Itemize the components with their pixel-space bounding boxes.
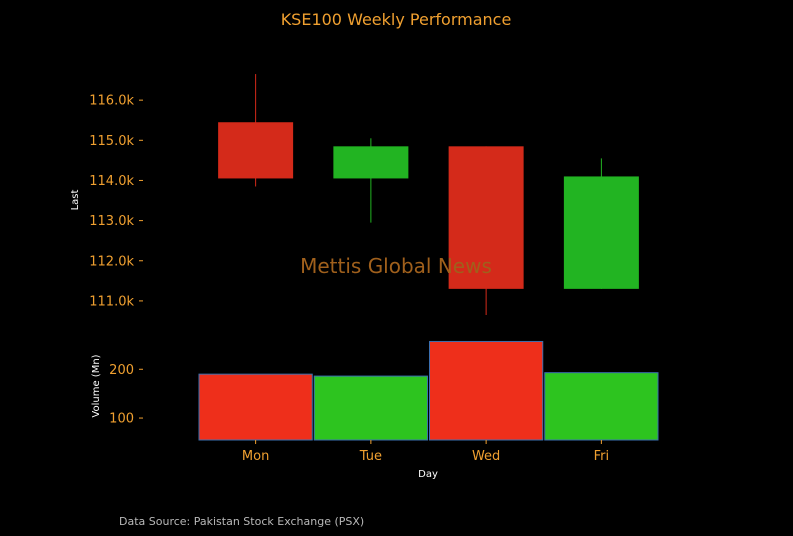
volume-tick-label: 100 <box>109 412 134 427</box>
price-tick-label: 116.0k <box>89 94 134 109</box>
volume-bar-fri <box>544 372 659 441</box>
volume-tick-label: 200 <box>109 363 134 378</box>
price-axis-label: Last <box>70 190 81 211</box>
price-tick-label: 112.0k <box>89 254 134 269</box>
chart-title: KSE100 Weekly Performance <box>281 10 512 29</box>
x-axis: Mon Tue Wed Fri <box>242 440 609 464</box>
price-tick-label: 115.0k <box>89 134 134 149</box>
x-tick-label: Mon <box>242 449 269 464</box>
price-y-axis: 111.0k 112.0k 113.0k 114.0k 115.0k 116.0k <box>89 94 143 309</box>
volume-bar-wed <box>429 340 544 441</box>
x-tick-label: Wed <box>472 449 500 464</box>
candle-body-mon <box>218 122 294 179</box>
candle-body-tue <box>333 146 409 179</box>
volume-panel <box>198 340 659 441</box>
price-tick-label: 114.0k <box>89 174 134 189</box>
x-axis-label: Day <box>418 469 438 480</box>
data-source-note: Data Source: Pakistan Stock Exchange (PS… <box>119 515 364 528</box>
volume-bar-mon <box>198 373 313 441</box>
price-tick-label: 111.0k <box>89 294 134 309</box>
watermark-text: Mettis Global News <box>300 254 492 278</box>
price-panel <box>218 74 639 315</box>
candle-body-fri <box>563 176 639 289</box>
price-tick-label: 113.0k <box>89 214 134 229</box>
candle-body-wed <box>448 146 524 289</box>
x-tick-label: Fri <box>594 449 610 464</box>
x-tick-label: Tue <box>359 449 382 464</box>
volume-y-axis: 100 200 <box>109 363 143 427</box>
volume-axis-label: Volume (Mn) <box>91 354 102 417</box>
volume-bar-tue <box>313 375 428 441</box>
